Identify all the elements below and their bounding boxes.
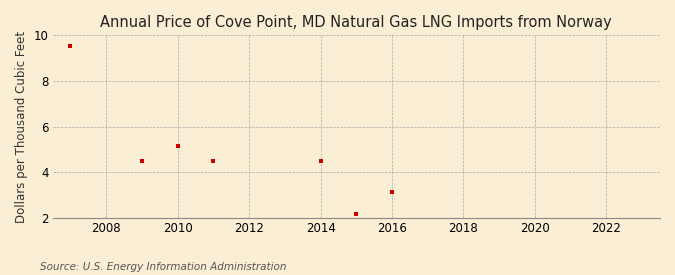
Text: Source: U.S. Energy Information Administration: Source: U.S. Energy Information Administ… — [40, 262, 287, 272]
Point — [315, 159, 326, 163]
Point — [172, 144, 183, 148]
Y-axis label: Dollars per Thousand Cubic Feet: Dollars per Thousand Cubic Feet — [15, 31, 28, 223]
Point — [387, 190, 398, 195]
Point — [136, 159, 147, 164]
Title: Annual Price of Cove Point, MD Natural Gas LNG Imports from Norway: Annual Price of Cove Point, MD Natural G… — [101, 15, 612, 30]
Point — [208, 159, 219, 163]
Point — [351, 212, 362, 216]
Point — [65, 43, 76, 48]
